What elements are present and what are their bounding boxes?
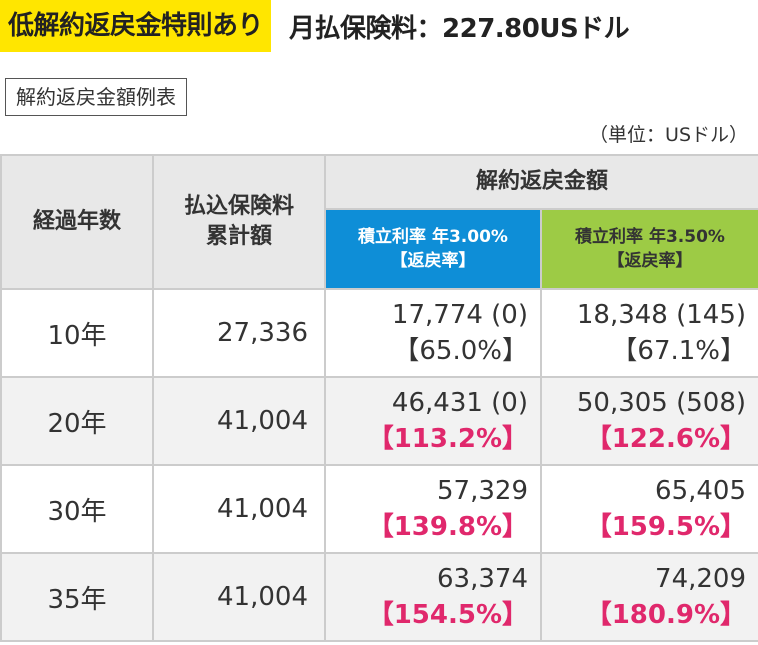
refund-rate: 【113.2%】 — [367, 424, 528, 454]
header-rate-350: 積立利率 年3.50% 【返戻率】 — [539, 208, 758, 290]
refund-300-cell: 17,774 (0) 【65.0%】 — [324, 288, 542, 378]
refund-rate: 【65.0%】 — [393, 336, 528, 366]
refund-table: 経過年数 払込保険料 累計額 解約返戻金額 積立利率 年3.00% 【返戻率】 … — [0, 154, 758, 642]
refund-rate: 【159.5%】 — [585, 512, 747, 542]
years-cell: 20年 — [0, 376, 154, 466]
refund-rate: 【67.1%】 — [611, 336, 747, 366]
refund-rate: 【154.5%】 — [367, 600, 528, 630]
header-rate-300: 積立利率 年3.00% 【返戻率】 — [324, 208, 542, 290]
paid-cell: 41,004 — [152, 464, 326, 554]
table-row: 30年 41,004 57,329 【139.8%】 65,405 【159.5… — [0, 464, 758, 554]
page-header: 低解約返戻金特則あり 月払保険料：227.80USドル — [0, 0, 630, 52]
header-rate-350-line1: 積立利率 年3.50% — [575, 227, 725, 247]
refund-value: 18,348 (145) — [576, 300, 747, 330]
refund-value: 57,329 — [437, 476, 528, 506]
refund-300-cell: 57,329 【139.8%】 — [324, 464, 542, 554]
header-paid-line1: 払込保険料 — [183, 194, 294, 219]
refund-rate: 【122.6%】 — [585, 424, 747, 454]
table-row: 35年 41,004 63,374 【154.5%】 74,209 【180.9… — [0, 552, 758, 642]
refund-value: 50,305 (508) — [576, 388, 747, 418]
refund-value: 63,374 — [437, 564, 528, 594]
header-rate-300-line1: 積立利率 年3.00% — [358, 227, 508, 247]
unit-note: （単位：USドル） — [589, 124, 748, 146]
table-row: 20年 41,004 46,431 (0) 【113.2%】 50,305 (5… — [0, 376, 758, 466]
header-paid-line2: 累計額 — [205, 224, 272, 249]
refund-rate: 【139.8%】 — [367, 512, 528, 542]
header-paid-total: 払込保険料 累計額 — [152, 154, 326, 290]
years-cell: 30年 — [0, 464, 154, 554]
header-refund-group: 解約返戻金額 — [323, 154, 758, 210]
table-caption: 解約返戻金額例表 — [5, 78, 187, 116]
refund-300-cell: 46,431 (0) 【113.2%】 — [324, 376, 542, 466]
paid-cell: 27,336 — [152, 288, 326, 378]
years-cell: 10年 — [0, 288, 154, 378]
table-row: 10年 27,336 17,774 (0) 【65.0%】 18,348 (14… — [0, 288, 758, 378]
refund-value: 65,405 — [655, 476, 747, 506]
monthly-premium: 月払保険料：227.80USドル — [289, 13, 630, 44]
years-cell: 35年 — [0, 552, 154, 642]
refund-value: 46,431 (0) — [391, 388, 528, 418]
refund-350-cell: 50,305 (508) 【122.6%】 — [539, 376, 758, 466]
refund-350-cell: 74,209 【180.9%】 — [539, 552, 758, 642]
refund-350-cell: 18,348 (145) 【67.1%】 — [539, 288, 758, 378]
paid-cell: 41,004 — [152, 552, 326, 642]
header-rate-350-line2: 【返戻率】 — [607, 251, 693, 271]
header-years: 経過年数 — [0, 154, 154, 290]
refund-value: 74,209 — [655, 564, 747, 594]
rider-badge: 低解約返戻金特則あり — [0, 0, 272, 52]
refund-value: 17,774 (0) — [391, 300, 528, 330]
refund-rate: 【180.9%】 — [585, 600, 747, 630]
header-rate-300-line2: 【返戻率】 — [390, 251, 476, 271]
paid-cell: 41,004 — [152, 376, 326, 466]
refund-350-cell: 65,405 【159.5%】 — [539, 464, 758, 554]
refund-300-cell: 63,374 【154.5%】 — [324, 552, 542, 642]
